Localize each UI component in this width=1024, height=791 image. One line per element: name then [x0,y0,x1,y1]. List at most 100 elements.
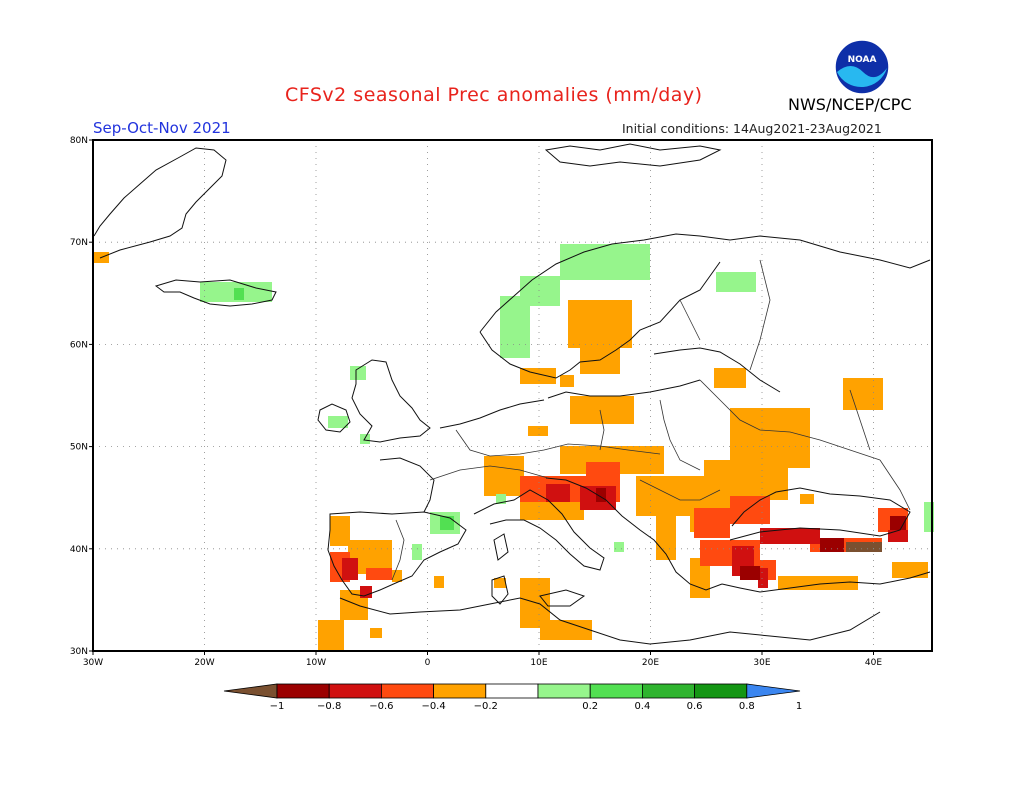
lat-tick-label: 50N [70,443,88,453]
anomaly-cell-bulgaria [694,508,730,538]
anomaly-cell-morocco-south [318,620,344,650]
anomaly-cell-norway-west [500,296,530,358]
anomaly-cell-antalya [758,568,768,588]
anomaly-cell-ireland [328,416,348,428]
colorbar-bin [642,683,696,699]
lon-tick-label: 30E [753,658,770,668]
anomaly-cell-sardinia [494,578,506,588]
noaa-logo-text: NOAA [848,55,877,65]
colorbar-label: 0.8 [739,701,755,712]
anomaly-cell-sweden [568,300,632,348]
coastlines [93,143,931,645]
anomaly-cell-lisbon [342,558,358,580]
coast-svalbard [544,143,722,167]
anomaly-cell-aegean [690,558,710,598]
border-poland-east [659,399,701,471]
colorbar-bin [589,683,643,699]
colorbar-arrow-max [746,683,801,699]
lon-tick-label: 10W [306,658,326,668]
border-central [455,429,661,457]
coast-black-sea [729,487,911,541]
anomaly-cell-denmark [560,375,574,387]
colorbar-label: 0.4 [634,701,650,712]
border-sweden-finland [679,299,701,341]
anomaly-cell-portugal-north [330,516,350,546]
coast-north-sea-south [439,399,545,429]
anomaly-cell-andalusia [366,568,392,580]
coast-iceland [154,279,277,307]
anomaly-cell-germany [528,426,548,436]
coast-sicily [539,589,586,607]
chart-title: CFSv2 seasonal Prec anomalies (mm/day) [285,84,703,106]
coast-iberia [327,511,467,597]
anomaly-cell-extreme [846,542,882,552]
anomaly-cell-north-italy [546,484,570,502]
anomaly-cell-scotland [350,366,366,380]
colorbar-label: −0.4 [421,701,445,712]
colorbar-bin [485,683,539,699]
anomaly-cell-russia-east [843,378,883,410]
anomaly-cell-algeria [370,628,382,638]
anomaly-cell-baltic [714,368,746,388]
lat-tick-label: 70N [70,238,88,248]
anomaly-cell-corsica [496,494,506,504]
anomaly-cell-balearic [434,576,444,588]
coast-scandinavia-south [479,261,721,379]
anomaly-cell-georgia [888,530,908,542]
coast-corsica [493,533,509,561]
border-ukraine-north [699,379,881,461]
anomaly-cell-turkey-core [820,538,844,552]
coast-adriatic [545,477,723,591]
coast-greenland [93,147,227,259]
lon-tick-label: 40E [865,658,882,668]
anomaly-cell-ukraine [730,408,810,468]
anomaly-cell-pyrenees-core [440,516,454,530]
noaa-logo: NOAA [833,38,891,96]
colorbar-label: 0.6 [687,701,703,712]
border-spain-portugal [391,519,405,581]
colorbar-arrow-min [223,683,278,699]
border-caucasus [879,459,911,511]
lat-tick-label: 80N [70,136,88,146]
colorbar-bin [537,683,591,699]
coast-sardinia [491,575,509,605]
anomaly-cell-black-sea-south [760,528,820,544]
organization-label: NWS/NCEP/CPC [788,95,912,114]
lat-tick-label: 60N [70,340,88,350]
colorbar-label: −0.6 [369,701,393,712]
graticule [93,140,932,651]
anomaly-cell-adriatic [596,488,606,502]
colorbar: −1 −0.8 −0.6 −0.4 −0.2 0.2 0.4 0.6 0.8 1 [223,683,802,712]
border-france-alps [429,465,549,481]
colorbar-label: 1 [796,701,802,712]
anomaly-cells [93,244,934,650]
anomaly-cell-greece [656,500,676,560]
anomaly-cell-iran [892,562,928,578]
colorbar-label: −0.2 [474,701,498,712]
border-finland-russia [749,259,771,371]
initial-conditions-label: Initial conditions: 14Aug2021-23Aug2021 [622,121,882,136]
anomaly-cell-norway-north [560,244,650,280]
coast-turkey-south [721,571,931,593]
season-label: Sep-Oct-Nov 2021 [93,119,231,137]
lon-tick-label: 30W [83,658,103,668]
lat-tick-label: 30N [70,647,88,657]
colorbar-bin [328,683,382,699]
coast-italy-west [473,489,605,571]
anomaly-cell-caspian [924,502,934,532]
coast-scandinavia-north [479,233,931,333]
lat-tick-label: 40N [70,545,88,555]
anomaly-cell-libya [540,620,592,640]
coast-biscay [379,457,435,513]
anomaly-cell-austria [586,462,620,480]
coast-ireland [317,403,351,433]
anomaly-cell-gibraltar [360,586,372,598]
colorbar-label: 0.2 [582,701,598,712]
anomaly-cell-valencia [412,544,422,560]
coast-baltic-south [547,379,701,399]
map-axes: 30W 20W 10W 0 10E 20E 30E 40E 30N 40N 50N 60N 70N 80N [70,136,883,668]
lon-tick-label: 10E [530,658,547,668]
anomaly-cell-iceland-core [234,288,244,300]
colorbar-bin [694,683,748,699]
